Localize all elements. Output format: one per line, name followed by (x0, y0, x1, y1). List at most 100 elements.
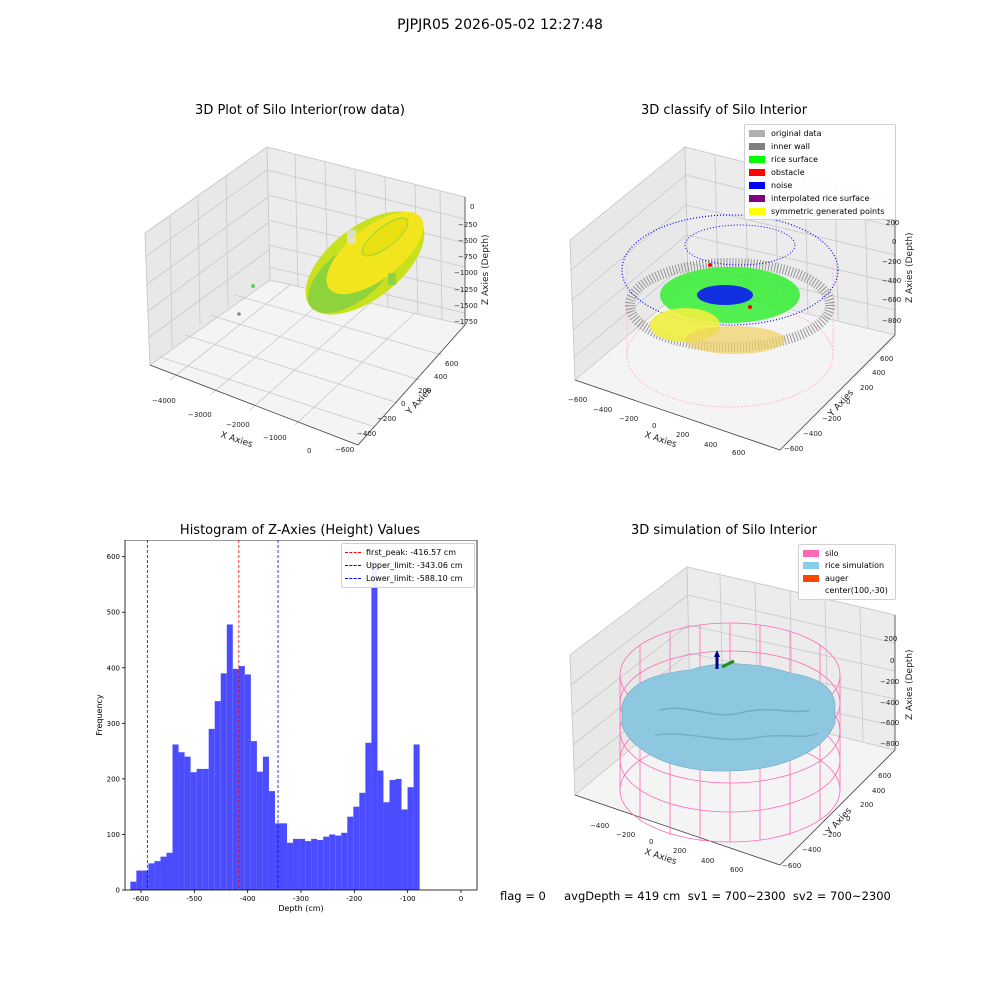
classify-xtick: 0 (652, 422, 656, 430)
raw-cloud-hole (361, 217, 409, 257)
classify-ytick: 600 (880, 355, 893, 363)
histogram-bar (413, 744, 420, 890)
histogram-bar (353, 806, 360, 890)
histogram-bar (130, 881, 137, 890)
classify-xtick: 400 (704, 441, 717, 449)
classify-wall-band (625, 258, 835, 352)
classify-legend-entry: noise (749, 179, 891, 192)
histogram-bar (184, 756, 191, 890)
histogram-bar (341, 832, 348, 890)
histogram-bar (220, 673, 227, 890)
histogram-legend-swatch (345, 578, 361, 579)
classify-xtick: −400 (593, 406, 612, 414)
status-line: flag = 0 avgDepth = 419 cm sv1 = 700~230… (500, 889, 891, 903)
simulation-xtick: 400 (701, 857, 714, 865)
raw-ytick: 200 (418, 387, 431, 395)
raw-xtick: −1000 (263, 434, 287, 442)
simulation-xtick: 600 (730, 866, 743, 874)
histogram-bar (365, 742, 372, 890)
simulation-legend-label: silo (825, 548, 839, 558)
simulation-legend-swatch (803, 562, 819, 570)
histogram-xtick-label: -400 (240, 895, 256, 903)
simulation-ztick: −400 (880, 699, 899, 707)
simulation-ztick: −200 (880, 678, 899, 686)
histogram-bar (154, 861, 161, 890)
histogram-ylabel: Frequency (95, 694, 104, 736)
classify-ztick: −400 (882, 277, 901, 285)
histogram-bar (395, 778, 402, 890)
histogram-bar (232, 668, 239, 890)
simulation-legend-swatch (803, 574, 819, 582)
raw-ytick: 600 (445, 360, 458, 368)
classify-ytick: −400 (803, 430, 822, 438)
classify-ztick: 200 (886, 219, 899, 227)
raw-ytick: −400 (357, 430, 376, 438)
classify-legend-entry: symmetric generated points (749, 205, 891, 218)
raw-outlier-point (251, 284, 255, 288)
raw-ytick: −200 (377, 415, 396, 423)
classify-legend-entry: inner wall (749, 140, 891, 153)
histogram-bar (244, 674, 251, 890)
simulation-ztick: −800 (880, 740, 899, 748)
raw-3d-plot: −4000 −3000 −2000 −1000 0 −600 −400 −200… (144, 146, 490, 455)
simulation-ztick: 0 (890, 657, 894, 665)
classify-legend-entry: interpolated rice surface (749, 192, 891, 205)
raw-feature-marks (388, 273, 396, 285)
simulation-rice-surface (621, 663, 836, 772)
classify-legend-entry: obstacle (749, 166, 891, 179)
histogram-bar (329, 834, 336, 890)
simulation-xtick: −400 (590, 822, 609, 830)
histogram-bar (208, 728, 215, 890)
histogram-bar (250, 741, 257, 890)
classify-legend-swatch (749, 130, 765, 137)
histogram-legend: first_peak: -416.57 cm Upper_limit: -343.… (341, 543, 475, 588)
simulation-ytick: 0 (846, 815, 850, 823)
raw-ztick: 0 (470, 203, 474, 211)
classify-3d-plot: −600 −400 −200 0 200 400 600 −600 −400 −… (568, 146, 915, 457)
raw-xlabel: X Axies (219, 430, 254, 450)
classify-legend-label: noise (771, 181, 793, 190)
histogram-ytick-label: 0 (116, 887, 120, 895)
histogram-bar (190, 772, 197, 890)
simulation-rice-surface-shading (654, 732, 819, 741)
histogram-bar (317, 840, 324, 890)
classify-noise-swirl (684, 224, 796, 266)
histogram-bar (401, 809, 408, 890)
simulation-zlabel: Z Axies (Depth) (905, 649, 915, 720)
simulation-legend-label: auger (825, 573, 849, 583)
raw-outlier-point (237, 312, 241, 316)
histogram-legend-swatch (345, 565, 361, 566)
simulation-legend-entry: center(100,-30) (803, 585, 891, 598)
histogram-bar (299, 838, 306, 890)
histogram-bar (142, 870, 149, 890)
raw-ytick: −600 (335, 446, 354, 454)
histogram-bar (389, 780, 396, 890)
histogram-legend-label: Upper_limit: -343.06 cm (366, 561, 463, 570)
histogram-legend-label: first_peak: -416.57 cm (366, 548, 457, 557)
simulation-legend-label: rice simulation (825, 561, 885, 571)
histogram-bar (214, 701, 221, 890)
histogram-title: Histogram of Z-Axies (Height) Values (179, 523, 421, 538)
classify-legend-label: interpolated rice surface (771, 194, 870, 203)
histogram-bar (268, 791, 275, 890)
histogram-legend-swatch (345, 552, 361, 553)
histogram-ytick-label: 200 (107, 775, 120, 783)
raw-feature-marks (347, 230, 356, 244)
classify-legend-label: rice surface (771, 155, 818, 164)
histogram-legend-entry: Upper_limit: -343.06 cm (345, 559, 471, 572)
simulation-rice-surface-shading (659, 707, 811, 716)
raw-ztick: −1250 (454, 286, 478, 294)
simulation-ztick: −600 (880, 719, 899, 727)
raw-ztick: −750 (458, 253, 477, 261)
classify-ztick: −600 (882, 296, 901, 304)
histogram-bar (238, 666, 245, 890)
simulation-legend-swatch (803, 587, 819, 594)
histogram-bar (166, 852, 173, 890)
histogram-bar (377, 770, 384, 890)
histogram-legend-label: Lower_limit: -588.10 cm (366, 574, 463, 583)
histogram-bar (311, 838, 318, 890)
classify-legend-entry: rice surface (749, 153, 891, 166)
classify-obstacle-point (748, 305, 752, 309)
histogram-chart: -600 -500 -400 -300 -200 -100 0 0 100 200 300 400 50… (95, 540, 478, 913)
classify-panel-title: 3D classify of Silo Interior (640, 103, 808, 118)
